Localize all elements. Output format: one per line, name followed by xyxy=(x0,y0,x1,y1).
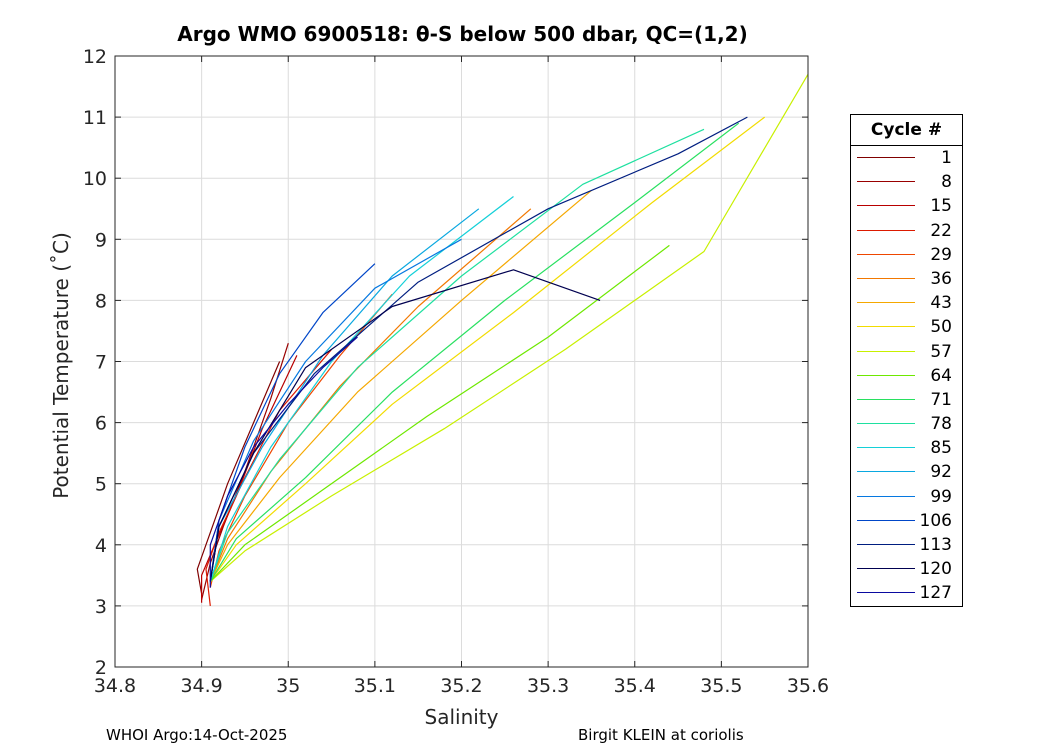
legend-swatch xyxy=(857,519,915,521)
legend-item: 50 xyxy=(851,315,962,339)
legend-item: 22 xyxy=(851,219,962,243)
x-tick-label: 35 xyxy=(276,675,300,697)
legend-swatch xyxy=(857,398,915,400)
series-line-57 xyxy=(209,73,809,582)
y-tick-label: 5 xyxy=(95,474,107,496)
legend-item: 36 xyxy=(851,267,962,291)
legend-label: 8 xyxy=(941,172,952,193)
series-line-22 xyxy=(205,348,333,606)
series-line-50 xyxy=(209,116,766,582)
legend-swatch xyxy=(857,374,915,376)
legend-label: 29 xyxy=(930,244,952,265)
y-tick-label: 10 xyxy=(83,168,107,190)
series-line-71 xyxy=(209,122,740,582)
legend-label: 64 xyxy=(930,365,952,386)
series-line-1 xyxy=(196,361,281,594)
legend-label: 106 xyxy=(919,510,952,531)
series-line-127 xyxy=(209,336,358,588)
legend-label: 85 xyxy=(930,438,952,459)
legend-label: 22 xyxy=(930,220,952,241)
legend-item: 1 xyxy=(851,146,962,170)
legend-item: 106 xyxy=(851,509,962,533)
series-line-64 xyxy=(209,244,670,582)
legend-swatch xyxy=(857,253,915,255)
x-tick-label: 34.8 xyxy=(94,675,136,697)
chart-title: Argo WMO 6900518: θ-S below 500 dbar, QC… xyxy=(177,22,748,46)
legend-items: 1 8 15 22 29 36 43 50 57 64 71 78 85 92 99 106 113 120 127 xyxy=(851,146,962,606)
y-axis-label: Potential Temperature (˚C) xyxy=(49,232,73,499)
x-tick-label: 35.1 xyxy=(354,675,396,697)
legend-swatch xyxy=(857,568,915,570)
legend-label: 120 xyxy=(919,559,952,580)
x-tick-label: 34.9 xyxy=(180,675,222,697)
legend-item: 92 xyxy=(851,460,962,484)
legend-title: Cycle # xyxy=(851,115,962,146)
legend-item: 71 xyxy=(851,388,962,412)
legend-label: 113 xyxy=(919,535,952,555)
y-tick-label: 6 xyxy=(95,413,107,435)
legend-item: 113 xyxy=(851,533,962,557)
legend-item: 64 xyxy=(851,364,962,388)
legend: Cycle # 1 8 15 22 29 36 43 50 57 64 71 78 85 92 99 106 1… xyxy=(850,114,963,607)
legend-item: 15 xyxy=(851,194,962,218)
legend-swatch xyxy=(857,592,915,594)
legend-swatch xyxy=(857,544,915,545)
x-axis-label: Salinity xyxy=(425,705,499,729)
legend-item: 8 xyxy=(851,170,962,194)
legend-item: 29 xyxy=(851,243,962,267)
y-tick-label: 7 xyxy=(95,352,107,374)
y-tick-label: 12 xyxy=(83,46,107,68)
legend-item: 127 xyxy=(851,581,962,605)
x-tick-label: 35.3 xyxy=(527,675,569,697)
x-tick-label: 35.5 xyxy=(700,675,742,697)
y-tick-label: 11 xyxy=(83,107,107,129)
y-tick-label: 9 xyxy=(95,229,107,251)
legend-label: 36 xyxy=(930,268,952,289)
series-line-43 xyxy=(209,189,592,582)
legend-label: 78 xyxy=(930,414,952,435)
legend-item: 43 xyxy=(851,291,962,315)
legend-item: 78 xyxy=(851,412,962,436)
series-line-15 xyxy=(201,355,298,603)
legend-label: 43 xyxy=(930,293,952,314)
legend-swatch xyxy=(857,495,915,497)
legend-label: 127 xyxy=(919,583,952,604)
y-tick-label: 8 xyxy=(95,290,107,312)
legend-swatch xyxy=(857,205,915,207)
legend-swatch xyxy=(857,157,915,158)
series-line-120 xyxy=(209,269,601,582)
series-line-106 xyxy=(209,263,376,582)
legend-swatch xyxy=(857,277,915,279)
legend-item: 120 xyxy=(851,557,962,581)
legend-item: 57 xyxy=(851,340,962,364)
legend-label: 50 xyxy=(930,317,952,338)
legend-label: 57 xyxy=(930,341,952,362)
legend-swatch xyxy=(857,229,915,231)
legend-label: 15 xyxy=(930,196,952,217)
legend-swatch xyxy=(857,181,915,183)
footer-source: WHOI Argo:14-Oct-2025 xyxy=(106,726,288,744)
legend-label: 71 xyxy=(930,389,952,410)
x-tick-label: 35.2 xyxy=(440,675,482,697)
y-tick-label: 3 xyxy=(95,596,107,618)
series-line-78 xyxy=(209,128,705,582)
legend-label: 92 xyxy=(930,462,952,483)
footer-credit: Birgit KLEIN at coriolis xyxy=(578,726,744,744)
y-tick-label: 4 xyxy=(95,535,107,557)
legend-swatch xyxy=(857,423,915,425)
legend-label: 99 xyxy=(930,486,952,507)
legend-swatch xyxy=(857,302,915,304)
y-tick-label: 2 xyxy=(95,657,107,679)
legend-swatch xyxy=(857,326,915,328)
x-tick-label: 35.6 xyxy=(787,675,829,697)
legend-label: 1 xyxy=(941,148,952,168)
series-line-85 xyxy=(209,196,514,582)
legend-swatch xyxy=(857,350,915,352)
x-tick-label: 35.4 xyxy=(614,675,656,697)
legend-swatch xyxy=(857,471,915,473)
legend-item: 99 xyxy=(851,485,962,509)
legend-item: 85 xyxy=(851,436,962,460)
legend-swatch xyxy=(857,447,915,449)
